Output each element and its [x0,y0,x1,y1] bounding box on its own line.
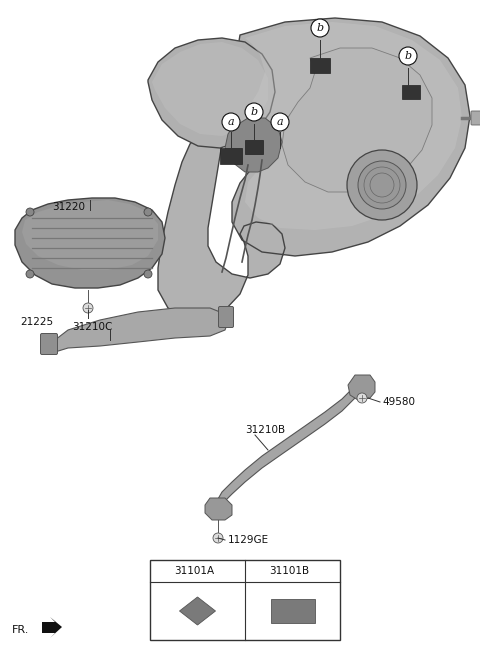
Text: a: a [276,117,283,127]
Polygon shape [271,599,314,623]
FancyBboxPatch shape [245,140,263,154]
Text: b: b [254,567,260,575]
Polygon shape [282,48,432,192]
Circle shape [26,208,34,216]
Polygon shape [180,597,216,625]
Polygon shape [205,498,232,520]
Text: 21225: 21225 [20,317,53,327]
Circle shape [357,393,367,403]
FancyBboxPatch shape [218,306,233,327]
Polygon shape [152,42,268,136]
FancyBboxPatch shape [40,333,58,354]
Polygon shape [242,22,462,230]
FancyBboxPatch shape [150,560,340,640]
Circle shape [154,563,170,579]
Text: FR.: FR. [12,625,29,635]
Circle shape [26,270,34,278]
Text: 49580: 49580 [382,397,415,407]
Text: 31101A: 31101A [174,566,214,576]
Polygon shape [225,118,282,172]
Text: b: b [251,107,258,117]
Circle shape [358,161,406,209]
Text: 31101B: 31101B [269,566,309,576]
Circle shape [271,113,289,131]
Circle shape [144,270,152,278]
FancyBboxPatch shape [220,148,242,164]
Polygon shape [22,200,158,270]
Text: a: a [228,117,234,127]
Polygon shape [348,375,375,400]
Text: 1129GE: 1129GE [228,535,269,545]
Text: 31210C: 31210C [72,322,112,332]
Polygon shape [15,198,165,288]
Text: 31220: 31220 [52,202,85,212]
Circle shape [245,103,263,121]
Circle shape [347,150,417,220]
Circle shape [213,533,223,543]
Circle shape [399,47,417,65]
Circle shape [83,303,93,313]
FancyBboxPatch shape [402,85,420,99]
Circle shape [222,113,240,131]
Polygon shape [48,308,228,352]
Text: b: b [316,23,324,33]
FancyBboxPatch shape [310,58,330,73]
Circle shape [311,19,329,37]
Polygon shape [148,38,275,148]
Polygon shape [42,617,62,638]
Text: 31210B: 31210B [245,425,285,435]
Text: a: a [159,567,165,575]
Text: b: b [405,51,411,61]
Circle shape [144,208,152,216]
FancyBboxPatch shape [471,111,480,125]
Polygon shape [158,18,470,318]
Polygon shape [218,376,362,511]
Circle shape [249,563,265,579]
